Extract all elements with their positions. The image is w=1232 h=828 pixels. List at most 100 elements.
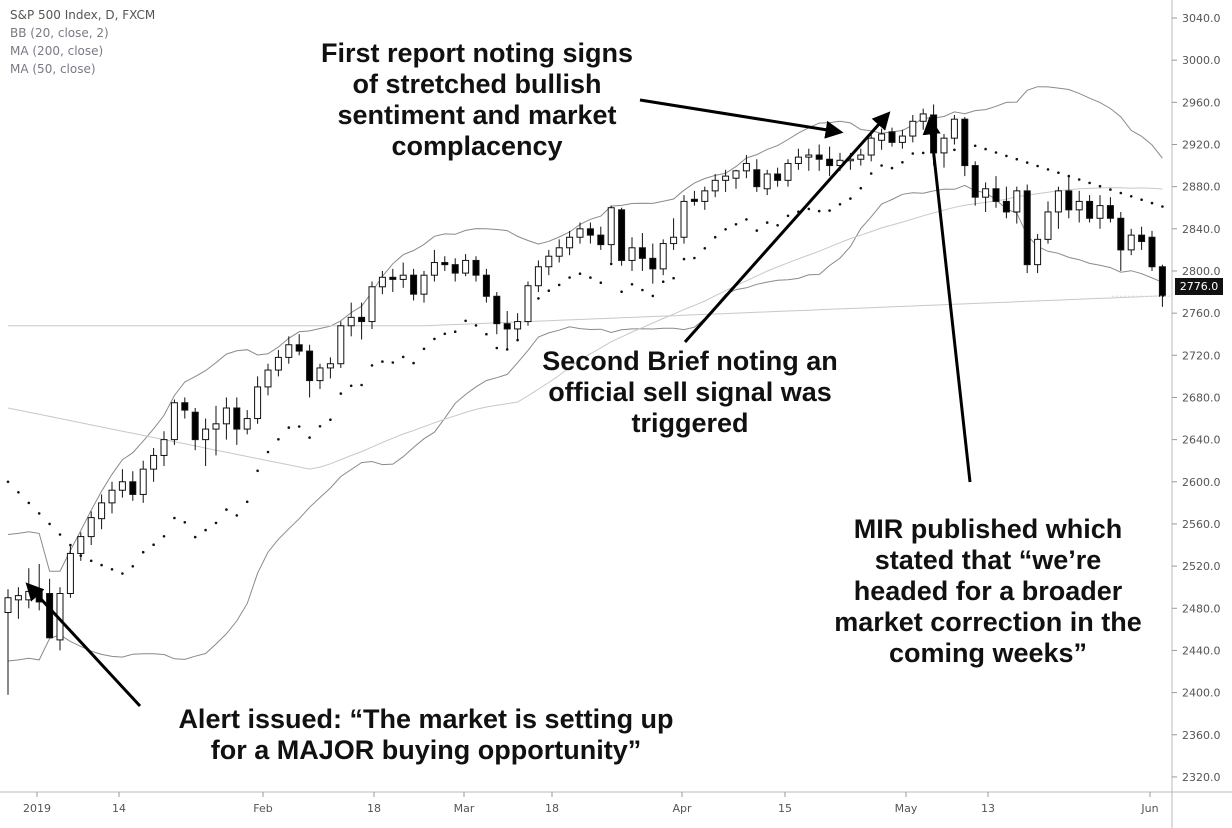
candle	[867, 131, 875, 162]
candle	[982, 182, 990, 212]
trend-dot	[516, 338, 519, 342]
candle	[35, 564, 43, 611]
candle-body	[670, 236, 678, 245]
trend-dot	[817, 209, 821, 213]
trend-dot	[48, 522, 51, 526]
trend-dot	[849, 197, 852, 200]
candle-body	[555, 247, 563, 257]
trend-dot	[349, 384, 353, 388]
candle	[1086, 195, 1094, 223]
arrow-second-brief	[683, 111, 891, 343]
trend-dot	[381, 360, 384, 363]
candle-body	[410, 274, 418, 295]
candle	[1002, 186, 1010, 219]
trend-dot	[911, 152, 915, 155]
trend-dot	[745, 218, 748, 221]
candle-body	[940, 137, 948, 154]
candle	[857, 148, 865, 166]
trend-dot	[880, 164, 883, 167]
trend-dot	[1098, 184, 1102, 188]
annotation-mir: MIR published which stated that “we’re h…	[834, 514, 1142, 668]
candlesticks	[4, 104, 1166, 695]
candle-body	[680, 200, 688, 238]
candle	[597, 226, 605, 250]
candle-body	[326, 363, 334, 369]
trend-dot	[329, 418, 332, 422]
arrow-alert	[25, 582, 142, 708]
trend-dot	[391, 361, 395, 364]
candle-body	[628, 247, 636, 261]
candle-body	[857, 154, 865, 160]
candle	[139, 460, 147, 503]
candle	[306, 344, 314, 398]
candle	[98, 494, 106, 530]
candle-body	[888, 131, 896, 143]
candle	[129, 471, 137, 501]
candle-body	[545, 255, 553, 268]
candle	[77, 532, 85, 561]
candle	[1054, 186, 1062, 229]
candle-body	[274, 356, 282, 371]
trend-dot	[557, 283, 561, 287]
trend-dot	[869, 172, 873, 175]
candle	[150, 448, 158, 482]
trend-dot	[27, 501, 31, 505]
y-tick-label: 2880.0	[1182, 181, 1221, 194]
x-tick-label: Feb	[253, 802, 272, 815]
candle	[410, 268, 418, 301]
trend-dot	[121, 572, 124, 575]
candle-body	[472, 259, 480, 276]
candle-body	[1096, 205, 1104, 219]
candle	[202, 418, 210, 466]
trend-dot	[547, 289, 551, 293]
trend-dot	[1119, 191, 1123, 195]
trend-dot	[287, 426, 291, 429]
moving-averages	[7, 187, 1163, 470]
trend-dot	[651, 294, 655, 298]
candle	[659, 239, 667, 276]
candle-body	[1002, 200, 1010, 213]
candle-body	[774, 173, 782, 181]
y-tick-label: 2800.0	[1182, 265, 1221, 278]
candle-body	[566, 236, 574, 249]
trend-dot	[599, 281, 603, 285]
candle-body	[649, 257, 657, 270]
candle-body	[25, 590, 33, 601]
candle-body	[878, 133, 886, 141]
candle-body	[337, 325, 345, 365]
trend-dot	[433, 337, 436, 341]
candle-body	[732, 170, 740, 179]
trend-dot	[703, 247, 707, 250]
candle-body	[763, 173, 771, 190]
trend-dot	[838, 203, 842, 206]
y-tick-label: 3040.0	[1182, 12, 1221, 25]
candle	[326, 357, 334, 379]
trend-dot	[1129, 195, 1133, 198]
trend-dot	[245, 500, 249, 504]
candle	[472, 256, 480, 282]
candle	[763, 169, 771, 196]
candle	[534, 260, 542, 293]
candle	[555, 239, 563, 263]
last-price-tag: 2776.0	[1175, 278, 1223, 295]
trend-dot	[693, 256, 696, 260]
trend-dot	[193, 535, 197, 539]
candle-body	[150, 454, 158, 470]
trend-dot	[984, 147, 987, 151]
candle-body	[805, 154, 813, 158]
trend-dot	[724, 228, 727, 231]
candle-body	[139, 468, 147, 495]
candle	[898, 129, 906, 149]
candle	[711, 174, 719, 198]
candle	[514, 313, 522, 340]
candle-body	[368, 286, 376, 323]
trend-dot	[58, 533, 62, 536]
candle	[1158, 264, 1166, 307]
y-tick-label: 2560.0	[1182, 518, 1221, 531]
trend-dot	[641, 288, 644, 292]
candle	[181, 397, 189, 419]
candle-body	[1054, 190, 1062, 213]
candle-body	[815, 154, 823, 160]
